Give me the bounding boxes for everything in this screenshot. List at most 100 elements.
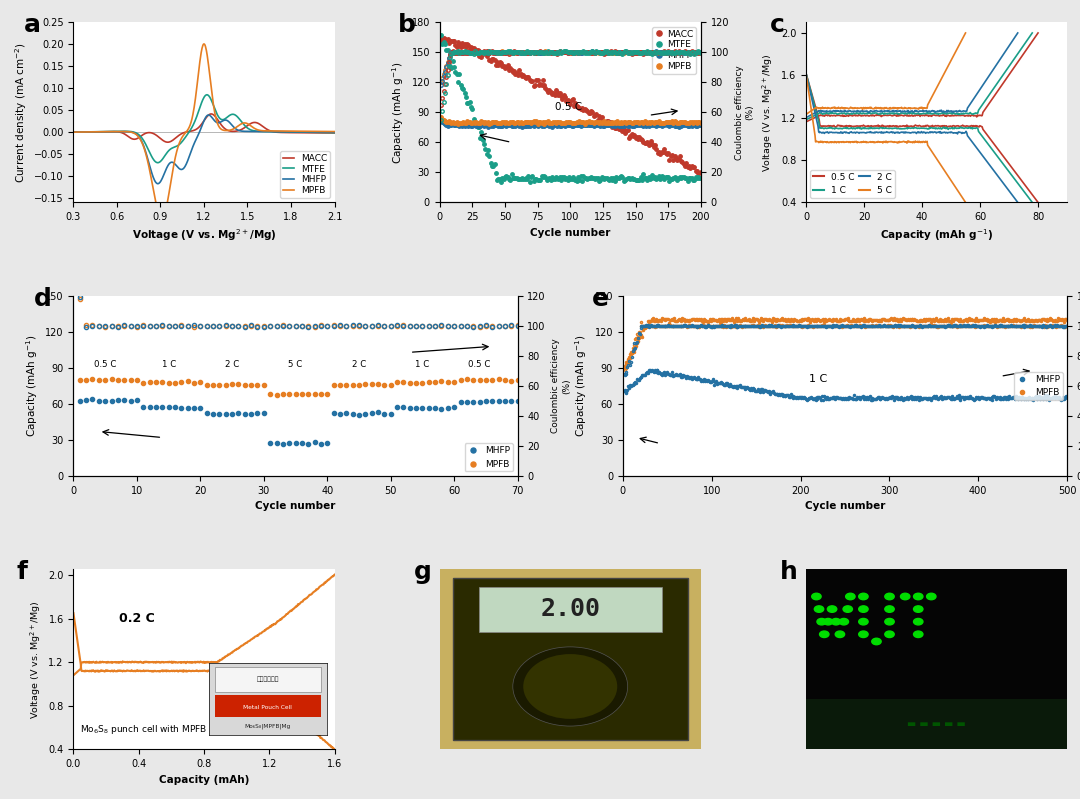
MHFP xyxy=(648,365,661,375)
Text: 2.00: 2.00 xyxy=(540,597,600,621)
MACC xyxy=(161,137,174,147)
X-axis label: Capacity (mAh): Capacity (mAh) xyxy=(159,775,249,785)
MTFE xyxy=(450,70,463,79)
Text: g: g xyxy=(414,560,432,585)
Circle shape xyxy=(859,593,868,600)
Y-axis label: Current density (mA cm$^{-2}$): Current density (mA cm$^{-2}$) xyxy=(13,42,28,183)
Line: MPFB: MPFB xyxy=(78,376,519,396)
Circle shape xyxy=(523,654,618,719)
Circle shape xyxy=(885,593,894,600)
Circle shape xyxy=(823,618,833,625)
MHFP xyxy=(450,120,463,129)
Circle shape xyxy=(513,647,627,726)
MTFE xyxy=(683,173,696,182)
MACC xyxy=(134,132,147,141)
MPFB xyxy=(963,313,976,323)
MPFB xyxy=(434,113,447,122)
MTFE xyxy=(200,90,213,100)
MACC xyxy=(505,66,518,75)
X-axis label: Capacity (mAh g$^{-1}$): Capacity (mAh g$^{-1}$) xyxy=(880,228,993,244)
Line: MPFB: MPFB xyxy=(623,316,1068,368)
Line: MHFP: MHFP xyxy=(623,369,1068,402)
Text: h: h xyxy=(780,560,798,585)
MHFP xyxy=(134,134,147,144)
Line: MPFB: MPFB xyxy=(440,116,702,125)
MACC xyxy=(446,36,459,46)
Legend: MACC, MTFE, MHFP, MPFB: MACC, MTFE, MHFP, MPFB xyxy=(652,27,697,74)
MTFE xyxy=(694,173,707,183)
Circle shape xyxy=(914,606,923,612)
X-axis label: Cycle number: Cycle number xyxy=(805,501,886,511)
Circle shape xyxy=(812,593,821,600)
Text: 0.2 C: 0.2 C xyxy=(119,612,154,625)
Y-axis label: Coulombic efficiency
(%): Coulombic efficiency (%) xyxy=(734,65,754,160)
Circle shape xyxy=(835,631,845,638)
MACC xyxy=(674,152,687,161)
Circle shape xyxy=(859,631,868,638)
Text: 1 C: 1 C xyxy=(416,360,430,368)
Circle shape xyxy=(927,593,936,600)
MPFB xyxy=(827,316,840,325)
MHFP xyxy=(276,439,289,449)
MTFE xyxy=(113,126,126,136)
MACC xyxy=(328,128,341,137)
MHFP xyxy=(67,127,80,137)
MHFP xyxy=(328,127,341,137)
MHFP xyxy=(221,117,234,126)
MACC xyxy=(437,34,450,43)
Circle shape xyxy=(901,593,909,600)
Legend: 0.5 C, 1 C, 2 C, 5 C: 0.5 C, 1 C, 2 C, 5 C xyxy=(810,170,895,198)
Text: a: a xyxy=(24,14,41,38)
MPFB xyxy=(1061,315,1074,324)
Circle shape xyxy=(914,593,923,600)
MTFE xyxy=(328,128,341,137)
Text: 0.5 C: 0.5 C xyxy=(554,102,582,113)
MPFB xyxy=(511,375,524,384)
MHFP xyxy=(814,396,827,405)
Text: 1 C: 1 C xyxy=(809,374,827,384)
MPFB xyxy=(186,114,199,124)
Text: 5 C: 5 C xyxy=(288,360,302,368)
Circle shape xyxy=(820,631,829,638)
MHFP xyxy=(445,121,458,130)
Line: MHFP: MHFP xyxy=(73,115,335,184)
MPFB xyxy=(881,316,894,325)
MACC xyxy=(484,57,497,66)
MHFP xyxy=(460,397,473,407)
MHFP xyxy=(265,127,278,137)
MTFE xyxy=(151,158,164,168)
MTFE xyxy=(495,177,508,187)
MPFB xyxy=(450,117,463,127)
MPFB xyxy=(113,127,126,137)
MHFP xyxy=(833,394,846,403)
MACC xyxy=(67,127,80,137)
MPFB xyxy=(694,118,707,128)
Legend: MHFP, MPFB: MHFP, MPFB xyxy=(464,443,513,471)
MPFB xyxy=(327,380,340,390)
MHFP xyxy=(503,120,516,129)
MACC xyxy=(205,109,218,119)
Text: Mo$_6$S$_8$ punch cell with MPFB: Mo$_6$S$_8$ punch cell with MPFB xyxy=(80,723,207,736)
MTFE xyxy=(67,127,80,137)
MHFP xyxy=(181,403,194,412)
MTFE xyxy=(434,30,447,40)
MPFB xyxy=(134,135,147,145)
Legend: MACC, MTFE, MHFP, MPFB: MACC, MTFE, MHFP, MPFB xyxy=(281,151,330,198)
MHFP xyxy=(137,402,150,411)
Line: MHFP: MHFP xyxy=(78,397,519,447)
X-axis label: Voltage (V vs. Mg$^{2+}$/Mg): Voltage (V vs. Mg$^{2+}$/Mg) xyxy=(132,228,276,244)
Line: MACC: MACC xyxy=(440,37,702,175)
Circle shape xyxy=(814,606,824,612)
MHFP xyxy=(213,409,226,419)
Text: ▬ ▬ ▬ ▬ ▬: ▬ ▬ ▬ ▬ ▬ xyxy=(907,719,966,729)
Circle shape xyxy=(827,606,837,612)
MTFE xyxy=(186,122,199,132)
MPFB xyxy=(1051,316,1064,325)
MPFB xyxy=(265,126,278,136)
MHFP xyxy=(86,395,99,404)
MHFP xyxy=(1052,393,1065,403)
MHFP xyxy=(1061,392,1074,402)
Text: 0.5 C: 0.5 C xyxy=(469,360,490,368)
Circle shape xyxy=(859,606,868,612)
MTFE xyxy=(134,132,147,141)
